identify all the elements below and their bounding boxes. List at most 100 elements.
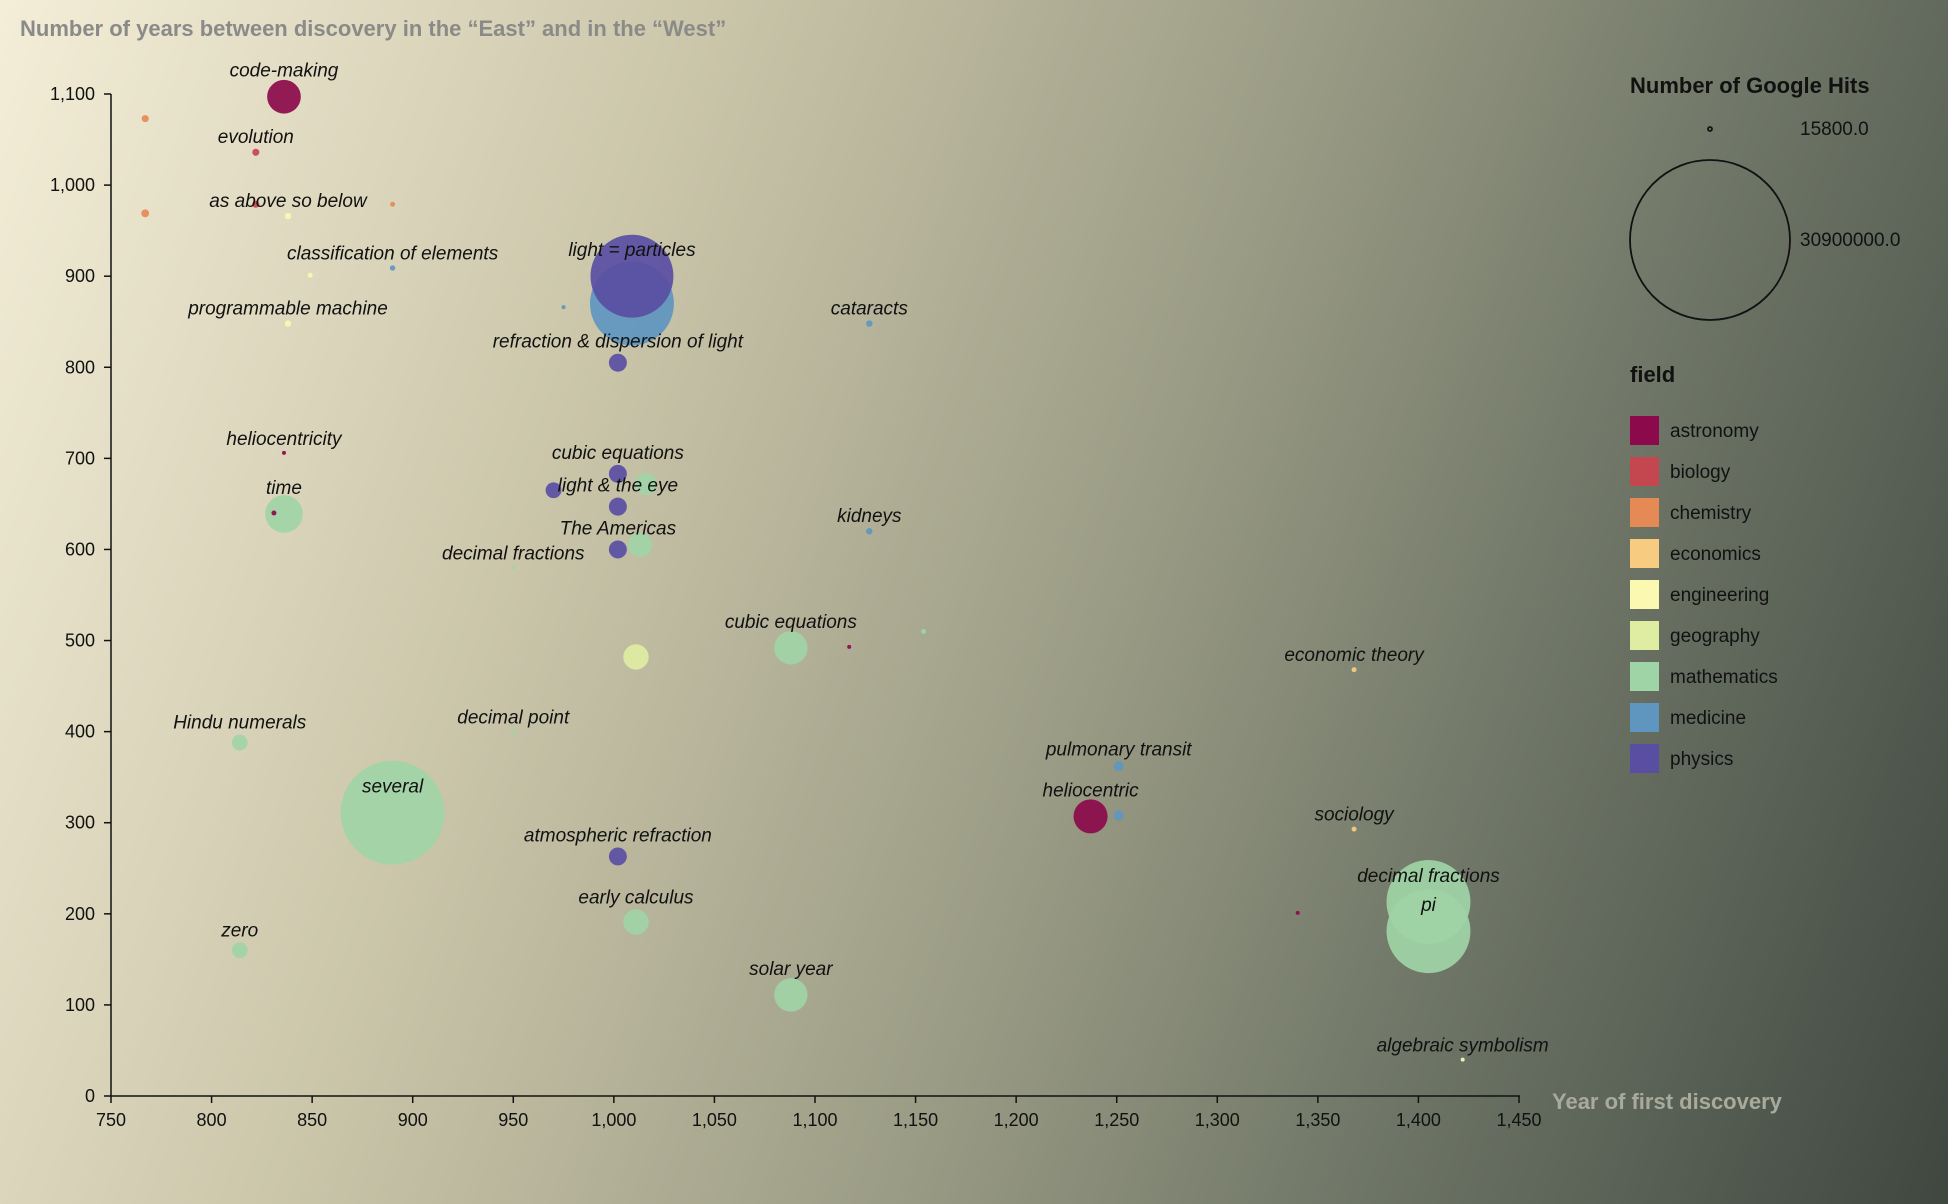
x-tick-label: 1,050 <box>692 1110 737 1130</box>
y-tick-label: 400 <box>65 722 95 742</box>
y-ticks: 0 100 200 300 400 500 600 700 800 900 1,000 1,100 <box>50 84 111 1106</box>
bubble-label: atmospheric refraction <box>524 825 712 846</box>
legend-swatch-mathematics <box>1630 662 1659 691</box>
y-tick-label: 500 <box>65 631 95 651</box>
legend-label-chemistry: chemistry <box>1670 503 1752 524</box>
bubble-medicine <box>1113 810 1124 821</box>
legend-label-mathematics: mathematics <box>1670 667 1778 688</box>
legend-label-medicine: medicine <box>1670 708 1746 729</box>
bubble-mathematics <box>265 495 303 533</box>
bubble-label: decimal point <box>457 708 570 729</box>
bubble-label: heliocentric <box>1043 780 1140 801</box>
bubble-astronomy <box>847 644 852 649</box>
y-tick-label: 200 <box>65 904 95 924</box>
y-tick-label: 600 <box>65 539 95 559</box>
bubble-engineering <box>284 320 292 327</box>
bubble-medicine <box>561 305 566 310</box>
bubble-label: pi <box>1420 895 1437 916</box>
bubble-label: economic theory <box>1284 645 1425 666</box>
size-legend-circle <box>1629 159 1791 321</box>
bubble-label: algebraic symbolism <box>1377 1036 1549 1057</box>
y-tick-label: 800 <box>65 357 95 377</box>
bubble-medicine <box>1113 761 1124 772</box>
size-legend-label: 30900000.0 <box>1800 230 1900 251</box>
y-tick-label: 0 <box>85 1086 95 1106</box>
bubble-label: kidneys <box>837 506 902 527</box>
legend-swatch-chemistry <box>1630 498 1659 527</box>
bubble-label: Hindu numerals <box>173 713 307 734</box>
size-legend-title: Number of Google Hits <box>1630 73 1870 98</box>
bubble-medicine <box>866 320 873 327</box>
size-legend-label: 15800.0 <box>1800 119 1869 140</box>
x-tick-label: 1,400 <box>1396 1110 1441 1130</box>
x-tick-label: 850 <box>297 1110 327 1130</box>
x-tick-label: 950 <box>498 1110 528 1130</box>
color-legend: field astronomy biology chemistry economics… <box>1630 362 1778 773</box>
bubble-label: programmable machine <box>187 298 388 319</box>
bubble-biology <box>252 148 260 156</box>
bubble-mathematics <box>627 532 653 557</box>
x-tick-label: 800 <box>197 1110 227 1130</box>
axes: 750 800 850 900 950 1,000 1,050 1,100 1,150 1,200… <box>50 84 1542 1130</box>
y-tick-label: 1,000 <box>50 175 95 195</box>
y-tick-label: 300 <box>65 813 95 833</box>
x-axis-title: Year of first discovery <box>1552 1089 1783 1114</box>
bubble-label: cubic equations <box>725 612 858 633</box>
x-tick-label: 1,350 <box>1295 1110 1340 1130</box>
bubble-label: light & the eye <box>558 476 678 497</box>
bubble-mathematics <box>231 734 248 751</box>
bubble-geography <box>623 644 649 670</box>
x-tick-label: 750 <box>96 1110 126 1130</box>
color-legend-title: field <box>1630 362 1675 387</box>
bubble-chemistry <box>390 201 396 207</box>
bubble-mathematics <box>1386 889 1471 974</box>
bubble-engineering <box>284 212 292 220</box>
bubble-mathematics <box>774 631 808 665</box>
x-tick-label: 1,450 <box>1496 1110 1541 1130</box>
bubble-mathematics <box>511 565 516 570</box>
bubble-chemistry <box>141 115 149 123</box>
bubble-astronomy <box>1295 910 1300 915</box>
bubble-mathematics <box>921 628 927 634</box>
bubble-chemistry <box>141 209 150 218</box>
bubble-label: sociology <box>1314 805 1395 826</box>
y-tick-label: 700 <box>65 448 95 468</box>
legend-swatch-medicine <box>1630 703 1659 732</box>
x-tick-label: 900 <box>398 1110 428 1130</box>
bubble-label: evolution <box>218 127 294 148</box>
x-ticks: 750 800 850 900 950 1,000 1,050 1,100 1,150 1,200… <box>96 1096 1542 1130</box>
bubble-label: time <box>266 478 302 499</box>
legend-label-physics: physics <box>1670 749 1733 770</box>
bubble-label: pulmonary transit <box>1045 739 1192 760</box>
bubble-label: heliocentricity <box>226 429 343 450</box>
bubble-physics <box>608 353 627 372</box>
bubble-economics <box>1351 667 1357 673</box>
bubble-label-layer: code-making evolution as above so below cla… <box>173 61 1549 1057</box>
bubble-label: decimal fractions <box>1357 866 1500 887</box>
bubble-astronomy <box>1073 799 1108 834</box>
legend-swatch-economics <box>1630 539 1659 568</box>
bubble-physics <box>590 234 674 318</box>
bubble-mathematics <box>231 942 248 959</box>
bubble-medicine <box>866 528 873 535</box>
bubble-label: zero <box>220 920 258 941</box>
bubble-mathematics <box>511 729 516 734</box>
bubble-label: as above so below <box>209 191 368 212</box>
bubble-label: cataracts <box>831 298 909 319</box>
bubble-label: solar year <box>749 959 833 980</box>
legend-label-astronomy: astronomy <box>1670 421 1759 442</box>
x-tick-label: 1,200 <box>994 1110 1039 1130</box>
bubble-astronomy <box>281 450 286 455</box>
bubble-engineering <box>307 272 313 278</box>
bubble-astronomy <box>271 510 277 516</box>
bubble-label: classification of elements <box>287 243 499 264</box>
bubble-mathematics <box>634 472 658 496</box>
legend-swatch-biology <box>1630 457 1659 486</box>
size-legend-circle <box>1707 126 1713 132</box>
bubble-label: cubic equations <box>552 443 685 464</box>
bubble-physics <box>608 497 627 516</box>
legend-swatch-astronomy <box>1630 416 1659 445</box>
bubble-physics <box>545 482 562 499</box>
bubble-astronomy <box>267 79 301 114</box>
